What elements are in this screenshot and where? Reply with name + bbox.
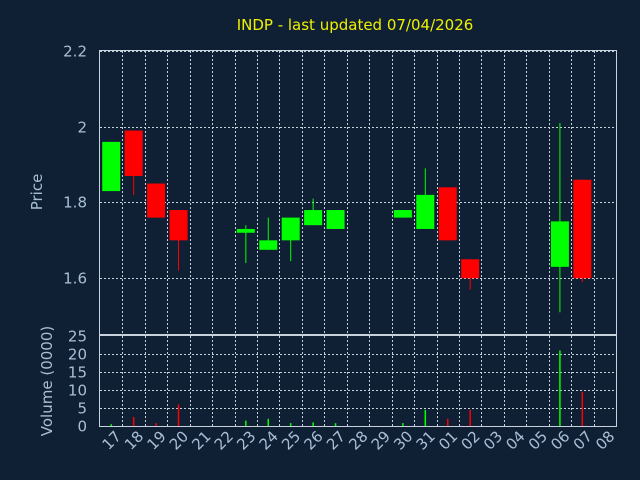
candle-body-25 [281,217,300,241]
candle-body-07 [573,179,592,279]
candle-body-02 [461,259,480,279]
volume-bar-25 [289,423,292,426]
candle-body-18 [124,130,143,176]
volume-bar-02 [469,409,471,426]
volume-bar-31 [424,409,427,426]
price-tick-label: 2 [77,119,87,137]
volume-bar-20 [177,404,180,426]
candle-body-06 [550,221,569,267]
candle-body-23 [236,228,255,233]
candle-body-27 [326,210,345,229]
volume-bar-07 [581,391,584,426]
candle-body-01 [438,187,457,241]
chart-title: INDP - last updated 07/04/2026 [237,16,474,34]
volume-bar-17 [110,424,112,426]
volume-tick-label: 25 [68,328,87,346]
volume-bar-27 [334,423,337,426]
candlestick-series [102,122,592,313]
candle-body-30 [393,210,412,218]
volume-bar-24 [267,418,270,426]
price-tick-label: 2.2 [63,43,87,61]
candle-body-17 [102,141,121,192]
volume-grid [100,336,616,426]
day-tick-label: 08 [592,427,618,453]
volume-bar-23 [245,420,247,426]
price-y-ticks: 1.6 1.8 2 2.2 [63,43,87,288]
candle-body-24 [259,240,278,250]
volume-axis-label: Volume (0000) [38,326,56,436]
volume-tick-label: 5 [77,400,87,418]
candle-body-20 [169,210,188,241]
price-tick-label: 1.6 [63,270,87,288]
volume-tick-label: 15 [68,364,87,382]
volume-bar-01 [446,418,449,426]
volume-tick-label: 20 [68,346,87,364]
volume-bar-19 [155,423,157,426]
volume-bar-30 [402,423,404,426]
volume-tick-label: 0 [77,418,87,436]
volume-plot-frame [99,335,617,427]
candle-body-31 [416,194,435,229]
volume-bar-18 [132,417,135,426]
volume-bar-06 [559,350,561,426]
volume-bar-26 [312,422,314,426]
price-plot-frame [99,50,617,335]
day-x-ticks: 1718192021222324252627282930310102030405… [99,427,619,453]
price-axis-label: Price [28,174,46,211]
volume-tick-label: 10 [68,382,87,400]
candle-body-19 [147,183,166,218]
price-tick-label: 1.8 [63,194,87,212]
candle-body-26 [304,210,323,226]
price-grid [100,51,616,335]
volume-series [110,350,584,426]
day-axis-label: Day [333,457,363,475]
